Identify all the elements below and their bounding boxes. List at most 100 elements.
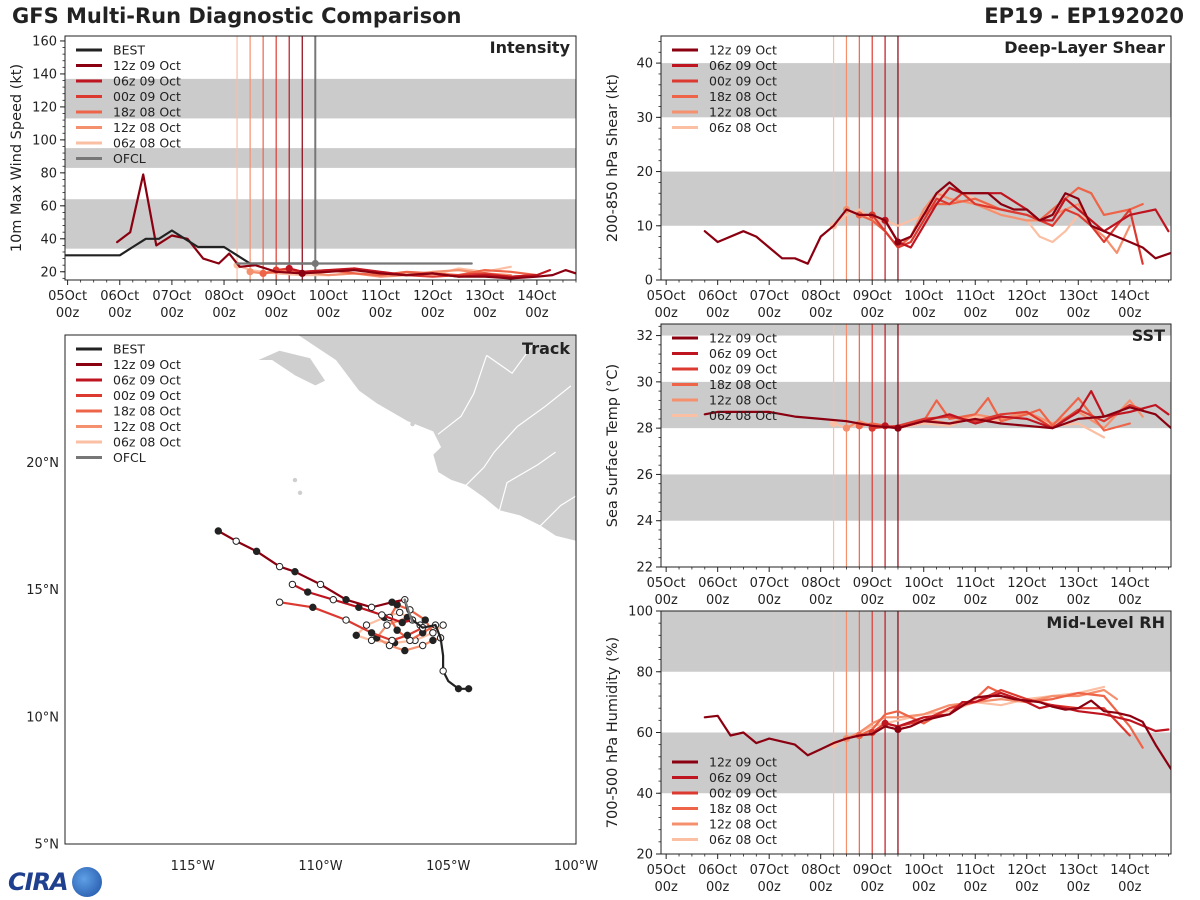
legend-label: 12z 09 Oct — [709, 755, 777, 770]
x-tick-label: 00z — [56, 306, 80, 321]
x-tick-label: 00z — [1015, 593, 1039, 608]
x-tick-label: 06Oct — [698, 289, 737, 304]
legend-label: 12z 09 Oct — [709, 331, 777, 346]
sst-panel: 22 24 26 28 30 32 05Oct 00z 06Oct 00z 07Oct 00z 08Oc… — [605, 323, 1172, 608]
y-tick-label: 140 — [32, 67, 57, 82]
x-tick-label: 00z — [964, 880, 988, 895]
x-tick-label: 00z — [809, 880, 833, 895]
x-tick-label: 00z — [108, 306, 132, 321]
sst-plot-area — [661, 324, 1171, 567]
y-tick-label: 26 — [636, 468, 653, 483]
y-tick-label: 60 — [636, 726, 653, 741]
shear-panel: 0 10 20 30 40 05Oct 00z 06Oct 00z 07Oct 00z 08Oct 00… — [605, 35, 1172, 321]
init-point — [894, 424, 902, 432]
track-point — [421, 616, 429, 624]
track-line — [217, 529, 406, 609]
x-tick-label: 13Oct — [1059, 576, 1098, 591]
legend-label: 12z 09 Oct — [113, 58, 181, 73]
x-tick-label: 00z — [1067, 880, 1091, 895]
track-point — [329, 595, 337, 604]
track-point — [232, 537, 240, 545]
init-point — [894, 238, 902, 246]
y-tick-label: 100 — [32, 133, 57, 148]
lon-tick-label: 100°W — [554, 859, 598, 874]
y-tick-label: 20 — [636, 848, 653, 863]
x-tick-label: 09Oct — [853, 863, 892, 878]
island — [292, 477, 298, 483]
island — [410, 421, 415, 427]
x-tick-label: 08Oct — [205, 289, 244, 304]
track-panel: 115°W 110°W 105°W 100°W 5°N 10°N 15°N 20°N Track… — [26, 334, 598, 874]
legend-label: BEST — [113, 43, 145, 58]
y-tick-label: 20 — [40, 265, 57, 280]
y-tick-label: 10 — [636, 219, 653, 234]
x-tick-label: 00z — [757, 880, 781, 895]
init-point — [829, 419, 838, 428]
legend-label: OFCL — [113, 151, 146, 166]
panel-title: Intensity — [490, 38, 571, 57]
lon-tick-label: 115°W — [171, 859, 215, 874]
legend-label: 00z 09 Oct — [709, 74, 777, 89]
track-point — [398, 618, 406, 627]
legend-label: 00z 09 Oct — [113, 89, 181, 104]
legend-label: 06z 09 Oct — [113, 74, 181, 89]
legend-label: 06z 09 Oct — [709, 58, 777, 73]
x-tick-label: 00z — [654, 880, 678, 895]
x-tick-label: 10Oct — [904, 863, 943, 878]
x-tick-label: 11Oct — [361, 289, 400, 304]
x-tick-label: 11Oct — [956, 863, 995, 878]
x-tick-label: 00z — [912, 593, 936, 608]
series-line — [871, 192, 1144, 265]
x-tick-label: 10Oct — [309, 289, 348, 304]
x-tick-label: 09Oct — [257, 289, 296, 304]
baja-tip — [256, 349, 327, 387]
lon-tick-label: 110°W — [298, 859, 342, 874]
x-tick-label: 00z — [1015, 880, 1039, 895]
legend-label: 12z 08 Oct — [709, 817, 777, 832]
legend-label: 06z 08 Oct — [709, 832, 777, 847]
cira-logo-text: CIRA — [8, 868, 69, 896]
x-tick-label: 00z — [964, 306, 988, 321]
y-tick-label: 160 — [32, 34, 57, 49]
x-tick-label: 00z — [861, 880, 885, 895]
track-point — [288, 580, 297, 589]
track-point — [367, 629, 376, 637]
series-line — [858, 685, 1144, 749]
rh-plot-area — [661, 611, 1171, 854]
x-tick-label: 00z — [912, 306, 936, 321]
y-tick-label: 60 — [40, 199, 57, 214]
legend-label: 06z 08 Oct — [709, 408, 777, 423]
x-tick-label: 00z — [757, 306, 781, 321]
intensity-plot-area — [65, 36, 576, 280]
state-border — [486, 344, 534, 375]
series-line — [871, 403, 1144, 430]
x-tick-label: 11Oct — [956, 576, 995, 591]
y-tick-label: 80 — [636, 665, 653, 680]
state-border — [539, 495, 576, 527]
y-tick-label: 40 — [40, 232, 57, 247]
x-tick-label: 05Oct — [647, 863, 686, 878]
x-tick-label: 00z — [1015, 306, 1039, 321]
legend-label: 12z 09 Oct — [113, 357, 181, 372]
x-tick-label: 07Oct — [152, 289, 191, 304]
plot-frame — [64, 35, 577, 281]
legend-label: OFCL — [113, 450, 146, 465]
x-tick-label: 00z — [369, 306, 393, 321]
shading-band — [661, 611, 1171, 672]
x-tick-label: 07Oct — [750, 576, 789, 591]
x-tick-label: 12Oct — [413, 289, 452, 304]
init-point — [259, 269, 267, 278]
legend-label: 12z 08 Oct — [709, 105, 777, 120]
track-point — [214, 527, 223, 535]
legend-label: 00z 09 Oct — [113, 388, 181, 403]
legend-label: 00z 09 Oct — [709, 362, 777, 377]
x-tick-label: 00z — [861, 593, 885, 608]
x-tick-label: 00z — [706, 880, 730, 895]
x-tick-label: 00z — [654, 306, 678, 321]
shading-band — [661, 474, 1171, 521]
intensity-panel: 20 40 60 80 100 120 140 160 05Oct 00z 06Oct 00z 07Oc… — [9, 34, 577, 321]
series-line — [703, 181, 1171, 265]
series-line — [883, 390, 1170, 430]
y-axis-label: 10m Max Wind Speed (kt) — [9, 64, 25, 252]
